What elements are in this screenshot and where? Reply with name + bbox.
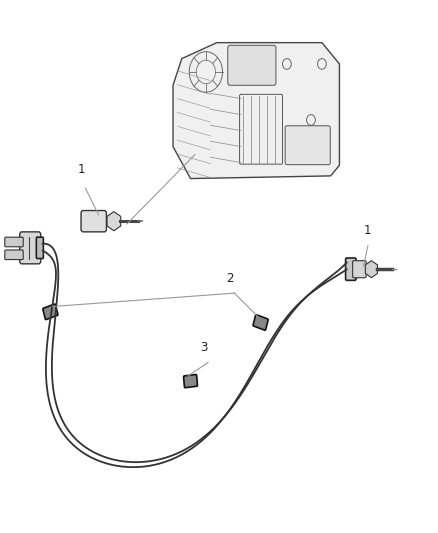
FancyBboxPatch shape — [353, 261, 366, 278]
FancyBboxPatch shape — [346, 258, 356, 280]
FancyBboxPatch shape — [228, 45, 276, 85]
FancyBboxPatch shape — [285, 126, 330, 165]
Polygon shape — [173, 43, 339, 179]
FancyBboxPatch shape — [20, 232, 41, 264]
Text: 1: 1 — [364, 224, 372, 237]
FancyBboxPatch shape — [253, 314, 268, 330]
FancyBboxPatch shape — [36, 237, 43, 259]
FancyBboxPatch shape — [184, 375, 198, 387]
FancyBboxPatch shape — [5, 237, 23, 247]
FancyBboxPatch shape — [43, 304, 58, 320]
Text: 3: 3 — [200, 342, 207, 354]
Text: 2: 2 — [226, 272, 234, 285]
Text: 1: 1 — [77, 163, 85, 176]
FancyBboxPatch shape — [5, 250, 23, 260]
FancyBboxPatch shape — [81, 211, 106, 232]
